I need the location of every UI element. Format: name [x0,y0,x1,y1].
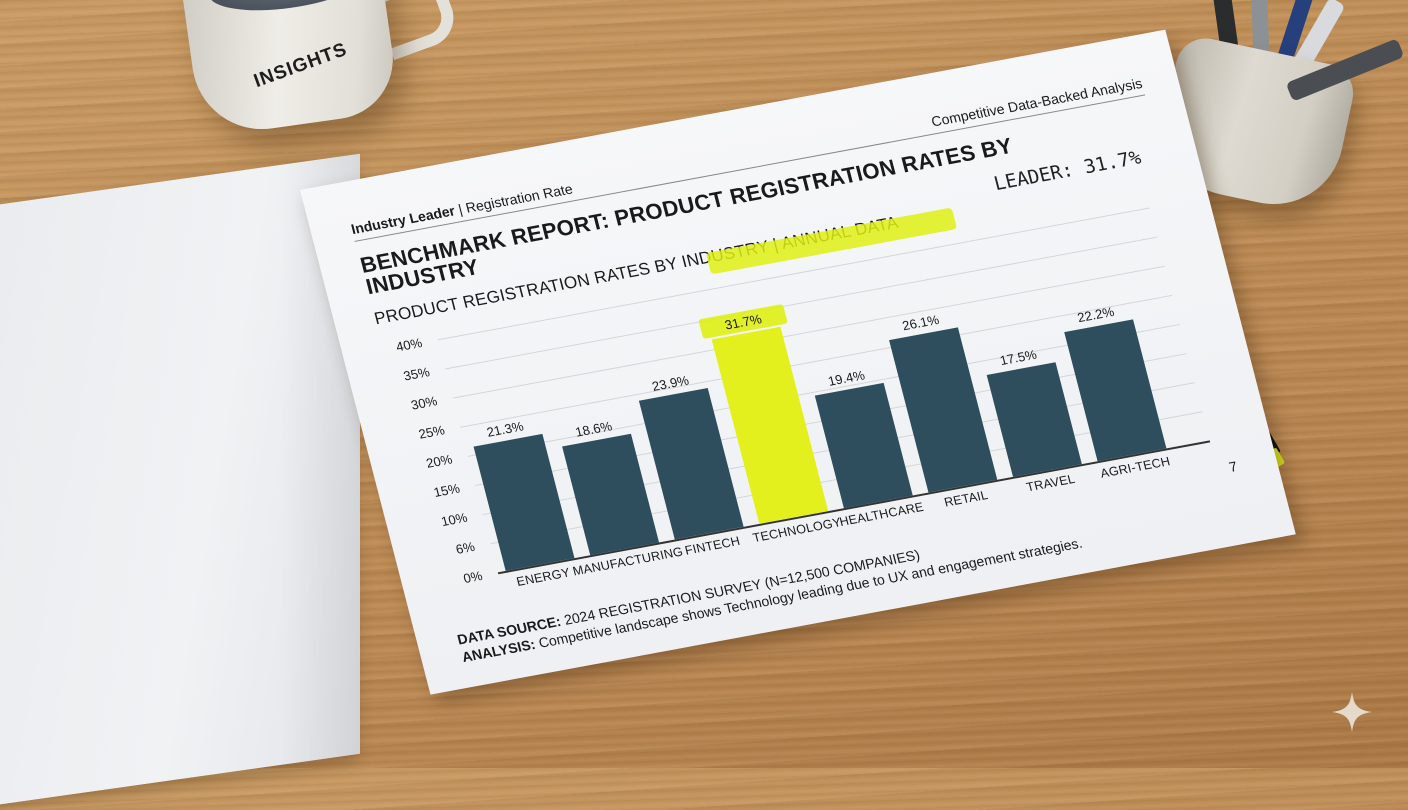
report-page: Industry Leader | Registration Rate Comp… [300,29,1296,695]
header-left-bold: Industry Leader [349,202,457,238]
bar [638,387,744,540]
sparkle-icon [1332,692,1372,732]
y-tick-label: 15% [432,480,462,500]
y-tick-label: 10% [439,509,469,530]
y-tick-label: 35% [401,364,432,384]
y-tick-label: 30% [409,393,439,413]
blank-left-page [0,153,360,810]
coffee-mug: INSIGHTS [179,0,462,139]
bar [473,434,575,571]
y-tick-label: 40% [394,335,424,355]
page-number: 7 [1227,458,1239,476]
bar [1064,319,1167,462]
bar [986,362,1082,477]
header-left-rest: | Registration Rate [452,180,575,218]
y-tick-label: 0% [461,567,484,586]
page-content: Industry Leader | Registration Rate Comp… [349,75,1252,665]
y-tick-label: 25% [416,422,447,442]
y-tick-label: 20% [424,451,454,471]
page-gutter-shadow [0,153,360,810]
bar [814,382,913,509]
y-tick-label: 6% [454,538,477,557]
bar [562,434,660,556]
